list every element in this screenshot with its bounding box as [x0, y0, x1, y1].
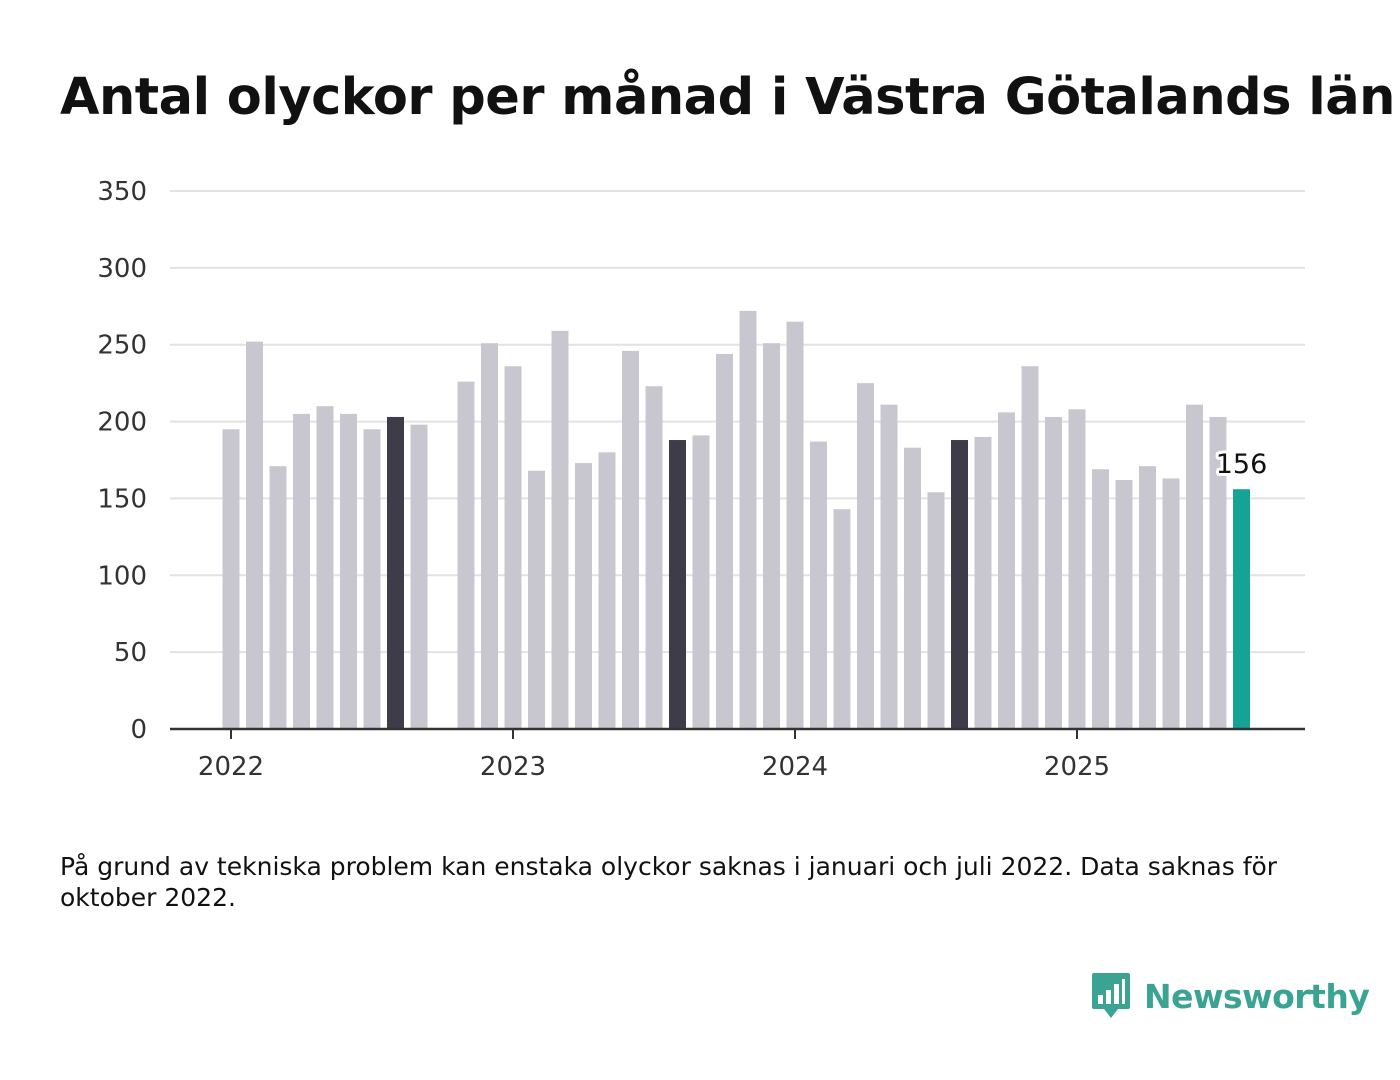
y-tick-label: 250 [97, 331, 147, 361]
bar-2025-05 [1162, 478, 1180, 729]
bar-2024-10 [998, 412, 1015, 729]
x-tick-label: 2024 [762, 752, 828, 782]
data-labels: 156 [1213, 446, 1271, 483]
bar-2022-11 [457, 381, 475, 729]
bar-2023-04 [575, 463, 592, 729]
bar-2025-04 [1139, 466, 1156, 729]
bar-2022-08 [387, 416, 404, 729]
bar-2022-06 [340, 413, 357, 729]
y-tick-label: 100 [97, 561, 147, 591]
bar-2023-09 [692, 435, 710, 729]
bars [222, 310, 1250, 729]
bar-2024-07 [927, 492, 945, 729]
bar-2024-11 [1021, 366, 1039, 729]
bar-2023-01 [504, 366, 522, 729]
bar-2022-03 [269, 466, 287, 729]
bar-2024-03 [833, 509, 851, 729]
bar-2025-03 [1115, 479, 1133, 729]
bar-2023-03 [551, 330, 569, 729]
bar-2023-06 [622, 350, 639, 729]
bar-2022-05 [316, 406, 334, 729]
bar-2025-07 [1209, 416, 1227, 729]
latest-value-label: 156 [1216, 449, 1268, 480]
bar-2024-04 [857, 383, 874, 729]
bar-2024-09 [974, 436, 992, 729]
bar-2024-05 [880, 404, 898, 729]
x-axis-ticks: 2022 2023 2024 2025 [198, 729, 1110, 782]
brand-logo[interactable]: Newsworthy [1090, 970, 1370, 1022]
x-tick-label: 2022 [198, 752, 264, 782]
bar-2024-08 [951, 440, 968, 729]
bar-2023-10 [716, 353, 733, 729]
y-tick-label: 150 [97, 484, 147, 514]
bar-2024-06 [904, 447, 921, 729]
bar-2022-02 [246, 341, 263, 729]
brand-name: Newsworthy [1144, 976, 1370, 1016]
y-tick-label: 50 [114, 638, 147, 668]
bar-2023-12 [763, 343, 780, 729]
footnote: På grund av tekniska problem kan enstaka… [60, 852, 1278, 912]
bar-2023-05 [598, 452, 616, 729]
y-tick-label: 350 [97, 177, 147, 207]
bar-2023-11 [739, 310, 757, 729]
newsworthy-logo-icon [1092, 973, 1130, 1018]
bar-2025-06 [1186, 404, 1203, 729]
grid-lines [170, 190, 1305, 654]
x-tick-label: 2025 [1044, 752, 1110, 782]
bar-2023-08 [669, 440, 686, 729]
bar-2025-02 [1092, 469, 1109, 729]
bar-2025-01 [1068, 409, 1086, 729]
bar-2023-07 [645, 386, 663, 729]
bar-2025-08 [1233, 489, 1250, 729]
bar-2022-12 [481, 343, 498, 729]
bar-2023-02 [528, 470, 545, 729]
bar-2022-09 [410, 424, 428, 729]
y-tick-label: 200 [97, 408, 147, 438]
x-tick-label: 2023 [480, 752, 546, 782]
bar-2024-02 [810, 441, 827, 729]
y-axis-ticks: 0 50 100 150 200 250 300 350 [97, 177, 147, 745]
chart-title: Antal olyckor per månad i Västra Götalan… [60, 68, 1395, 127]
y-tick-label: 300 [97, 254, 147, 284]
y-tick-label: 0 [130, 715, 147, 745]
bar-2024-12 [1045, 416, 1062, 729]
bar-2022-04 [293, 413, 310, 729]
bar-chart: 0 50 100 150 200 250 300 350 2022 2023 2024 2025 1… [97, 177, 1305, 782]
bar-2024-01 [786, 321, 804, 729]
bar-2022-07 [363, 429, 381, 729]
bar-2022-01 [222, 429, 240, 729]
